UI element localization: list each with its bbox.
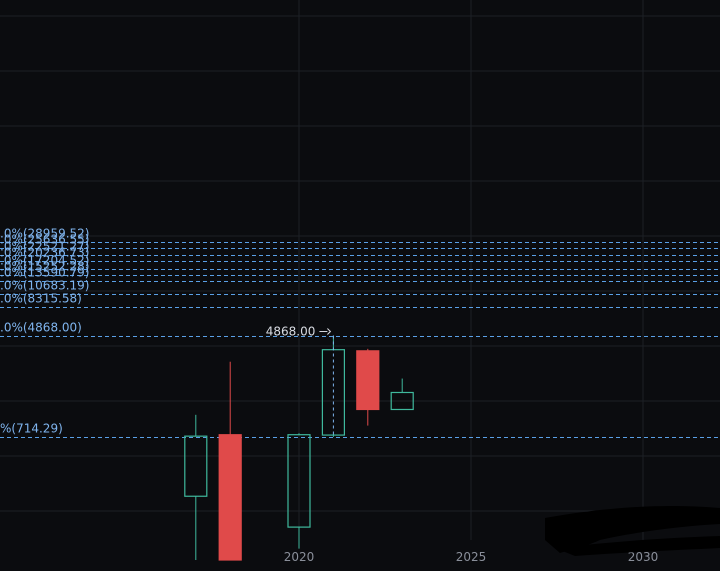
high-price-label: 4868.00 — [266, 325, 316, 339]
high-arrow-head — [327, 328, 332, 335]
candle-2023 — [390, 378, 414, 411]
x-axis: 2020 2025 2030 — [284, 550, 659, 564]
candle-2022 — [356, 348, 380, 426]
x-tick-label: 2030 — [628, 550, 659, 564]
fib-level-label: %(714.29) — [0, 422, 63, 436]
candle-body — [390, 391, 414, 411]
x-tick-label: 2020 — [284, 550, 315, 564]
fib-level-label: .0%(15252.28) — [0, 260, 89, 274]
candle-body — [218, 434, 242, 561]
fib-level-label: .0%(20236.73) — [0, 246, 89, 260]
candle-body — [287, 434, 311, 528]
high-marker: 4868.00 — [266, 325, 334, 437]
fib-level-label: .0%(13590.79) — [0, 266, 89, 280]
candle-2017 — [184, 414, 208, 560]
candles — [184, 335, 414, 561]
fib-level-label: .0%(17204.52) — [0, 254, 89, 268]
x-tick-label: 2025 — [456, 550, 487, 564]
candle-2020 — [287, 433, 311, 549]
fib-levels: .0%(28959.52).0%(25636.55).0%(22521.27).… — [0, 227, 720, 438]
fib-level-label: .0%(22521.27) — [0, 240, 89, 254]
candle-2018 — [218, 361, 242, 561]
redaction-scribble — [545, 506, 720, 556]
fib-level-label: .0%(4868.00) — [0, 321, 82, 335]
candle-body — [356, 350, 380, 411]
fib-level-label: .0%(28959.52) — [0, 227, 89, 241]
fib-level-label: .0%(10683.19) — [0, 279, 89, 293]
fib-level-label: .0%(25636.55) — [0, 233, 89, 247]
fib-level-label: .0%(8315.58) — [0, 292, 82, 306]
candle-body — [184, 435, 208, 497]
